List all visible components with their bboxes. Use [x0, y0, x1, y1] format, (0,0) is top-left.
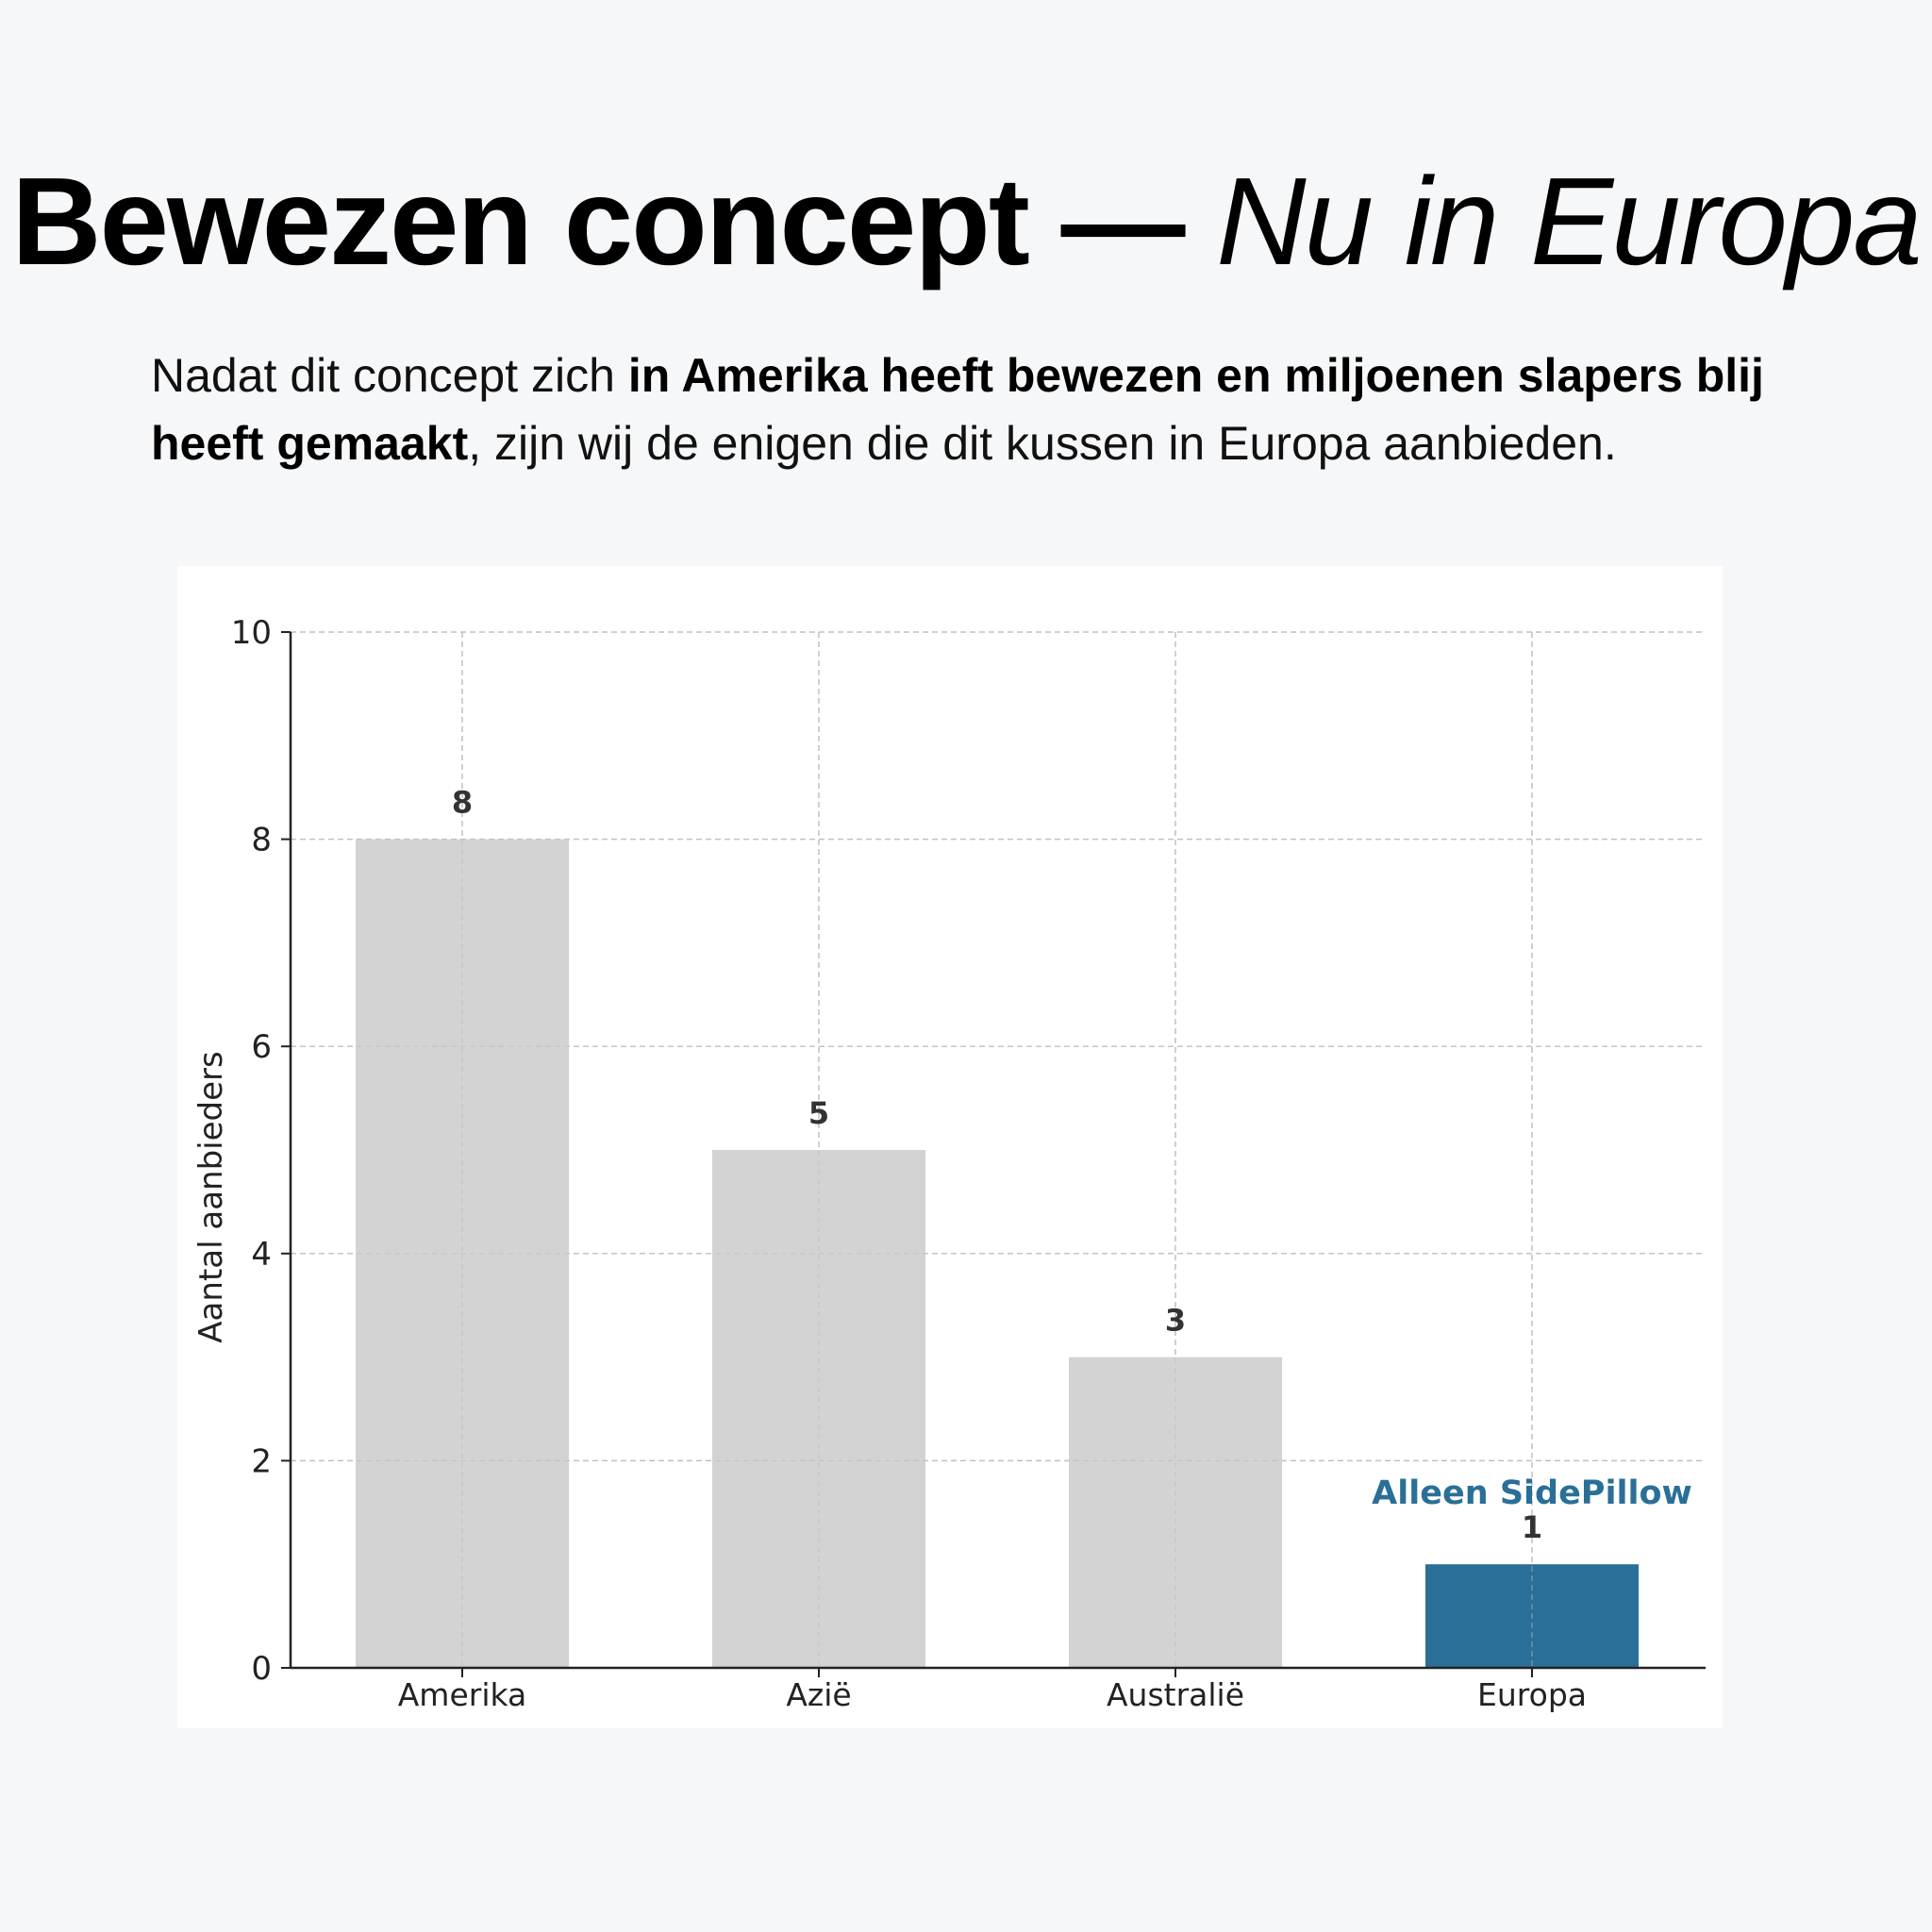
intro-part-1: Nadat dit concept zich	[151, 349, 628, 402]
intro-text: Nadat dit concept zich in Amerika heeft …	[151, 341, 1792, 477]
value-label: 3	[1165, 1303, 1186, 1339]
intro-bold: in Amerika heeft bewezen en miljoenen sl…	[151, 349, 1764, 470]
y-tick-label: 6	[251, 1028, 272, 1066]
x-tick-label: Europa	[1477, 1676, 1587, 1713]
value-label: 8	[452, 785, 473, 821]
value-label: 5	[808, 1095, 829, 1131]
y-tick-label: 4	[251, 1236, 272, 1274]
title-bold: Bewezen concept —	[11, 152, 1185, 291]
x-tick-label: Australië	[1107, 1676, 1244, 1713]
y-tick-label: 2	[251, 1442, 272, 1480]
title-italic: Nu in Europa	[1216, 152, 1922, 291]
x-tick-label: Amerika	[398, 1676, 527, 1713]
value-label: 1	[1522, 1509, 1542, 1545]
y-tick-label: 0	[251, 1650, 272, 1688]
annotation-label: Alleen SidePillow	[1372, 1474, 1692, 1512]
y-tick-label: 8	[251, 822, 272, 859]
intro-part-2: , zijn wij de enigen die dit kussen in E…	[468, 417, 1617, 470]
y-tick-label: 10	[231, 614, 272, 652]
page-title: Bewezen concept — Nu in Europa	[0, 151, 1932, 292]
chart-panel: 0 2 4 6 8 10 8 5 3 1 Alleen SidePillow Amerika Azië A…	[177, 566, 1723, 1728]
x-tick-label: Azië	[786, 1676, 851, 1713]
y-axis-label: Aantal aanbieders	[192, 1051, 230, 1342]
